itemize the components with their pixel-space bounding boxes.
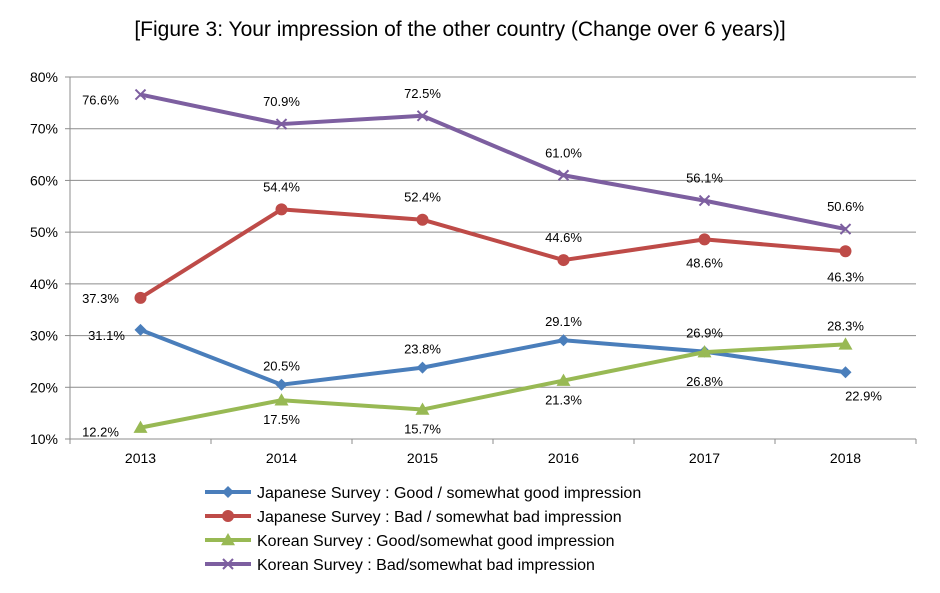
marker-x <box>275 118 288 130</box>
marker-x <box>557 169 570 181</box>
data-label: 21.3% <box>545 393 582 408</box>
axes: 10% 20% 30% 40% 50% 60% 70% 80% 2013 2014 2015 2016… <box>30 69 917 466</box>
marker-triangle <box>221 533 235 546</box>
data-label: 26.8% <box>686 374 723 389</box>
legend-label: Korean Survey : Bad/somewhat bad impress… <box>257 557 595 574</box>
marker-triangle <box>415 402 430 415</box>
y-tick-label: 40% <box>30 276 58 292</box>
data-label: 12.2% <box>82 425 119 440</box>
marker-diamond <box>557 334 570 347</box>
data-label: 22.9% <box>845 388 882 403</box>
marker-x-stroke <box>275 118 288 130</box>
marker-circle <box>134 291 147 304</box>
y-tick-label: 10% <box>30 431 58 447</box>
data-label: 15.7% <box>404 422 441 437</box>
marker-x <box>222 558 234 570</box>
x-tick-label: 2016 <box>548 450 579 466</box>
marker-circle <box>557 254 570 267</box>
marker-x-stroke <box>416 110 429 122</box>
data-label: 61.0% <box>545 145 582 160</box>
series-line <box>139 207 846 300</box>
data-label: 31.1% <box>88 328 125 343</box>
legend: Japanese Survey : Good / somewhat good i… <box>205 485 641 574</box>
data-label: 44.6% <box>545 230 582 245</box>
series-line <box>140 342 846 430</box>
data-label: 17.5% <box>263 412 300 427</box>
grid <box>70 76 916 388</box>
data-labels: 31.1% 20.5% 23.8% 29.1% 26.9% 22.9% 37.3% 54.4%… <box>82 86 882 440</box>
marker-triangle <box>133 420 148 433</box>
data-label: 50.6% <box>827 199 864 214</box>
marker-circle <box>222 510 234 522</box>
marker-circle <box>416 213 429 226</box>
series-line <box>139 328 846 387</box>
marker-circle <box>698 233 711 246</box>
data-label: 37.3% <box>82 291 119 306</box>
marker-x-stroke <box>134 88 147 101</box>
marker-diamond <box>134 323 147 336</box>
y-tick-label: 20% <box>30 379 58 395</box>
data-label: 26.9% <box>686 326 723 341</box>
marker-triangle <box>274 393 289 406</box>
data-label: 28.3% <box>827 318 864 333</box>
y-tick-label: 50% <box>30 224 58 240</box>
y-tick-label: 30% <box>30 328 58 344</box>
data-label: 23.8% <box>404 342 441 357</box>
data-label: 56.1% <box>686 171 723 186</box>
chart-title: [Figure 3: Your impression of the other … <box>134 18 785 41</box>
legend-item: Korean Survey : Bad/somewhat bad impress… <box>205 557 595 574</box>
data-label: 70.9% <box>263 94 300 109</box>
marker-diamond <box>839 366 852 379</box>
marker-triangle <box>838 337 853 350</box>
marker-x <box>416 110 429 122</box>
x-tick-label: 2014 <box>266 450 297 466</box>
data-label: 54.4% <box>263 179 300 194</box>
marker-x-stroke <box>557 169 570 181</box>
marker-x-stroke <box>698 194 711 207</box>
data-label: 76.6% <box>82 93 119 108</box>
y-tick-label: 80% <box>30 69 58 85</box>
marker-x-stroke <box>222 558 234 570</box>
marker-triangle <box>697 345 712 358</box>
data-label: 46.3% <box>827 269 864 284</box>
legend-item: Japanese Survey : Bad / somewhat bad imp… <box>205 509 622 526</box>
marker-diamond <box>222 486 234 498</box>
marker-diamond <box>275 378 288 391</box>
data-label: 72.5% <box>404 86 441 101</box>
marker-circle <box>275 203 288 216</box>
x-tick-label: 2015 <box>407 450 438 466</box>
y-tick-label: 70% <box>30 121 58 137</box>
series-line <box>140 92 846 232</box>
data-label: 20.5% <box>263 359 300 374</box>
marker-x <box>698 194 711 207</box>
data-label: 52.4% <box>404 190 441 205</box>
legend-item: Japanese Survey : Good / somewhat good i… <box>205 485 641 502</box>
series-group <box>133 88 853 433</box>
data-label: 48.6% <box>686 255 723 270</box>
marker-x-stroke <box>839 223 852 235</box>
legend-label: Japanese Survey : Good / somewhat good i… <box>257 485 641 502</box>
data-label: 29.1% <box>545 314 582 329</box>
legend-label: Korean Survey : Good/somewhat good impre… <box>257 533 615 550</box>
x-tick-label: 2013 <box>125 450 156 466</box>
y-tick-label: 60% <box>30 172 58 188</box>
legend-item: Korean Survey : Good/somewhat good impre… <box>205 533 615 550</box>
marker-x <box>134 88 147 101</box>
marker-circle <box>839 245 852 258</box>
x-tick-label: 2017 <box>689 450 720 466</box>
marker-x <box>839 223 852 235</box>
x-tick-label: 2018 <box>830 450 861 466</box>
marker-triangle <box>556 373 571 386</box>
legend-label: Japanese Survey : Bad / somewhat bad imp… <box>257 509 622 526</box>
marker-diamond <box>416 361 429 374</box>
